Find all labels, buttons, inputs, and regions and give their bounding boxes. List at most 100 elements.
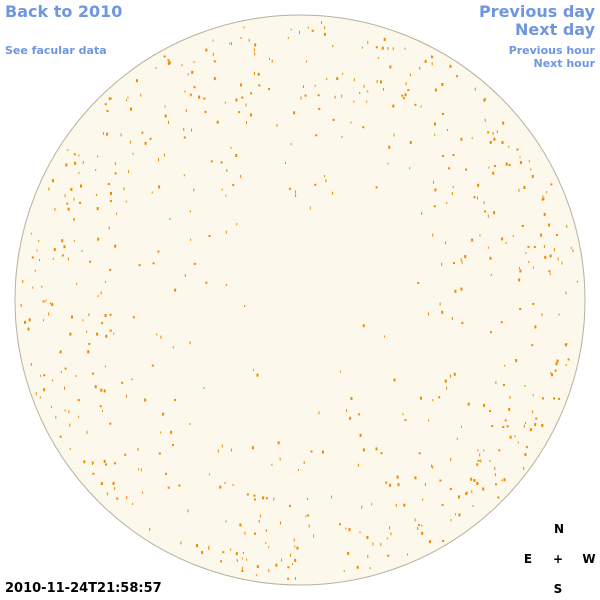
facula: [88, 342, 91, 345]
facula: [152, 262, 155, 265]
facula: [489, 140, 492, 144]
facula: [465, 492, 468, 496]
previous-day-link[interactable]: Previous day: [478, 2, 595, 21]
facula: [389, 526, 391, 530]
facula: [151, 364, 154, 367]
facular-data-link[interactable]: See facular data: [5, 44, 107, 57]
facula: [450, 457, 452, 461]
facula: [471, 238, 474, 242]
facula: [253, 48, 255, 52]
facula: [162, 412, 165, 416]
facula: [431, 62, 433, 66]
facula: [114, 486, 116, 490]
facula: [334, 95, 336, 99]
next-day-link[interactable]: Next day: [515, 20, 595, 39]
facula: [467, 402, 470, 406]
faculae: [20, 21, 578, 580]
facula: [69, 423, 71, 427]
solar-disc: [14, 14, 586, 586]
facula: [298, 469, 299, 471]
back-link[interactable]: Back to 2010: [5, 2, 123, 21]
facula: [254, 72, 255, 75]
facula: [87, 350, 90, 354]
facula: [230, 448, 232, 452]
facula: [224, 481, 226, 484]
facula: [275, 563, 278, 567]
facula: [359, 531, 361, 534]
facula: [248, 38, 250, 42]
facula: [205, 281, 208, 284]
facula: [461, 260, 463, 264]
facula: [40, 374, 42, 377]
facula: [512, 235, 514, 238]
facula: [397, 483, 400, 487]
facula: [28, 318, 31, 322]
facula: [524, 453, 527, 457]
facula: [120, 133, 122, 137]
facula: [89, 260, 92, 263]
facula: [453, 372, 456, 376]
facula: [231, 42, 232, 46]
facula: [424, 483, 426, 487]
facula: [64, 367, 67, 370]
facula: [477, 183, 480, 187]
facula: [343, 569, 345, 572]
facula: [140, 468, 142, 472]
facula: [465, 168, 468, 171]
facula: [519, 156, 521, 159]
facula: [172, 444, 174, 447]
previous-hour-link[interactable]: Previous hour: [508, 44, 595, 57]
facula: [518, 188, 520, 192]
facula: [35, 392, 37, 396]
facula: [323, 32, 326, 36]
facula: [246, 558, 248, 561]
facula: [315, 134, 318, 137]
facula: [509, 396, 511, 399]
facula: [460, 137, 463, 141]
facula: [324, 175, 326, 178]
facula: [477, 459, 480, 462]
facula: [73, 218, 76, 221]
facula: [74, 161, 77, 165]
facula: [254, 498, 256, 501]
facula: [73, 197, 75, 201]
facula: [421, 531, 424, 535]
facula: [158, 185, 161, 189]
facula: [362, 448, 365, 452]
facula: [341, 94, 343, 98]
facula: [350, 121, 352, 124]
facula: [389, 65, 392, 69]
facula: [43, 388, 46, 392]
facula: [460, 287, 463, 291]
facula: [382, 87, 384, 91]
facula: [156, 333, 158, 336]
facula: [92, 372, 95, 375]
facula: [102, 410, 103, 413]
facula: [518, 278, 521, 282]
facula: [136, 79, 138, 83]
facula: [434, 88, 437, 92]
facula: [452, 154, 455, 156]
facula: [566, 224, 568, 228]
facula: [542, 197, 545, 201]
facula: [505, 162, 508, 166]
facula: [496, 130, 498, 134]
facula: [456, 75, 458, 78]
facula: [184, 274, 186, 277]
facula: [356, 565, 359, 569]
facula: [220, 560, 222, 563]
facula: [439, 479, 442, 482]
facula: [157, 250, 160, 253]
next-hour-link[interactable]: Next hour: [533, 57, 596, 70]
facula: [473, 479, 476, 482]
facula: [417, 524, 420, 527]
facula: [73, 153, 76, 156]
facula: [160, 431, 162, 434]
facula: [116, 212, 117, 215]
facula: [326, 77, 328, 80]
facula: [431, 464, 433, 468]
facula: [388, 145, 391, 149]
facula: [549, 272, 551, 275]
facula: [434, 122, 436, 126]
